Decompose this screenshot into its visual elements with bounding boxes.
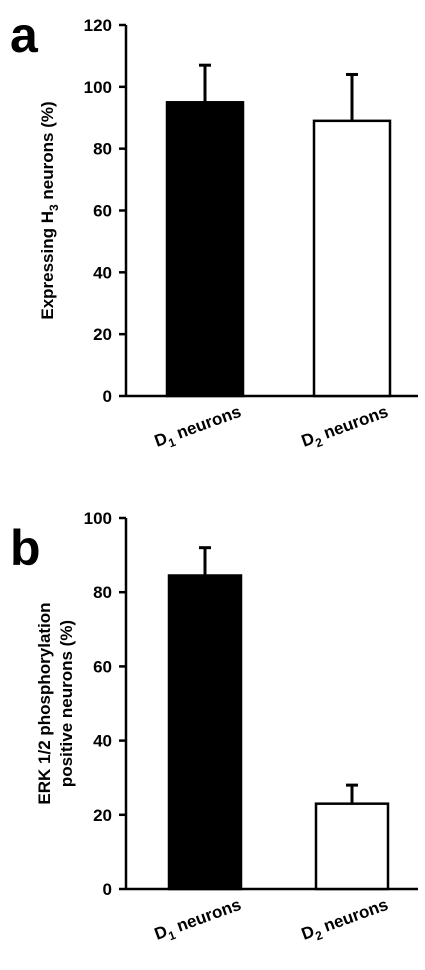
- panel-a: a 0 20 40 60 80 100 120 D1 neurons D2 neurons Expr…: [10, 7, 418, 455]
- y-tick-label: 60: [93, 657, 112, 676]
- y-tick-label: 0: [103, 880, 112, 899]
- y-axis-label: positive neurons (%): [57, 620, 76, 787]
- category-label: D2 neurons: [299, 402, 392, 455]
- bar: [165, 101, 245, 398]
- panel-letter: a: [10, 7, 39, 63]
- bar: [314, 802, 390, 891]
- y-tick-label: 100: [84, 78, 112, 97]
- y-tick-label: 120: [84, 16, 112, 35]
- panel-b: b 0 20 40 60 80 100 D1 neurons D2 neurons ERK 1/2…: [10, 509, 418, 948]
- bar: [167, 574, 243, 891]
- y-tick-label: 20: [93, 325, 112, 344]
- category-label: D2 neurons: [299, 895, 392, 948]
- category-label: D1 neurons: [152, 895, 245, 948]
- panel-letter: b: [10, 520, 41, 576]
- y-tick-label: 40: [93, 732, 112, 751]
- bar: [312, 119, 392, 398]
- y-tick-label: 100: [84, 509, 112, 528]
- y-tick-label: 60: [93, 202, 112, 221]
- y-tick-label: 0: [103, 387, 112, 406]
- y-tick-label: 80: [93, 583, 112, 602]
- y-tick-label: 80: [93, 140, 112, 159]
- y-tick-label: 20: [93, 806, 112, 825]
- y-axis-label: ERK 1/2 phosphorylation: [35, 602, 54, 804]
- y-axis-label: Expressing H3 neurons (%): [38, 101, 61, 319]
- category-label: D1 neurons: [152, 402, 245, 455]
- y-tick-label: 40: [93, 263, 112, 282]
